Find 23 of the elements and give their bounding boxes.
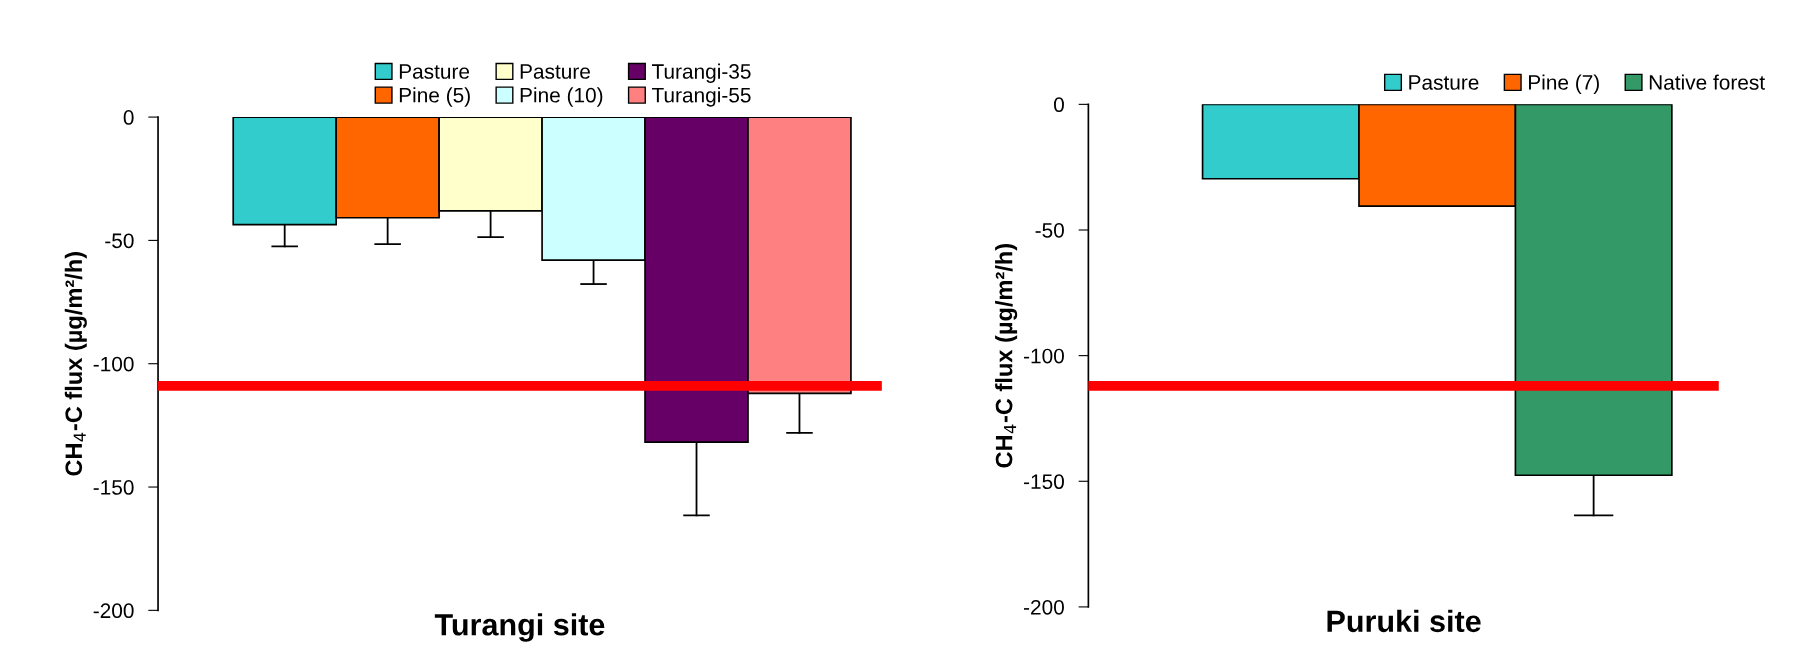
y-tick-label: 0: [1053, 97, 1064, 113]
y-axis-title: CH$_{4}$-C flux (µg/m²/h): [64, 252, 87, 476]
y-axis-title: CH$_{4}$-C flux (µg/m²/h): [995, 244, 1018, 468]
y-tick-label: -100: [93, 356, 134, 372]
y-tick-label: -150: [1024, 474, 1064, 490]
y-tick-label: -100: [1024, 348, 1064, 364]
legend-label: Pine (7): [1529, 74, 1599, 94]
y-tick-label: -200: [93, 603, 134, 619]
legend-label: Pasture: [399, 64, 470, 79]
y-tick-label: -50: [105, 233, 134, 249]
legend-label: Pine (10): [520, 87, 603, 107]
x-axis-title: Puruki site: [1327, 609, 1481, 633]
y-tick-label: 0: [123, 110, 134, 125]
legend-label: Pasture: [1409, 75, 1479, 90]
legend-label: Pine (5): [399, 87, 470, 107]
y-tick-label: -50: [1035, 223, 1064, 238]
legend-label: Pasture: [520, 64, 590, 79]
legend-label: Native forest: [1649, 74, 1765, 90]
y-tick-label: -200: [1024, 599, 1064, 615]
legend-label: Turangi-35: [651, 63, 751, 83]
legend-label: Turangi-55: [651, 87, 751, 107]
y-tick-label: -150: [93, 480, 134, 495]
x-axis-title: Turangi site: [434, 613, 605, 642]
